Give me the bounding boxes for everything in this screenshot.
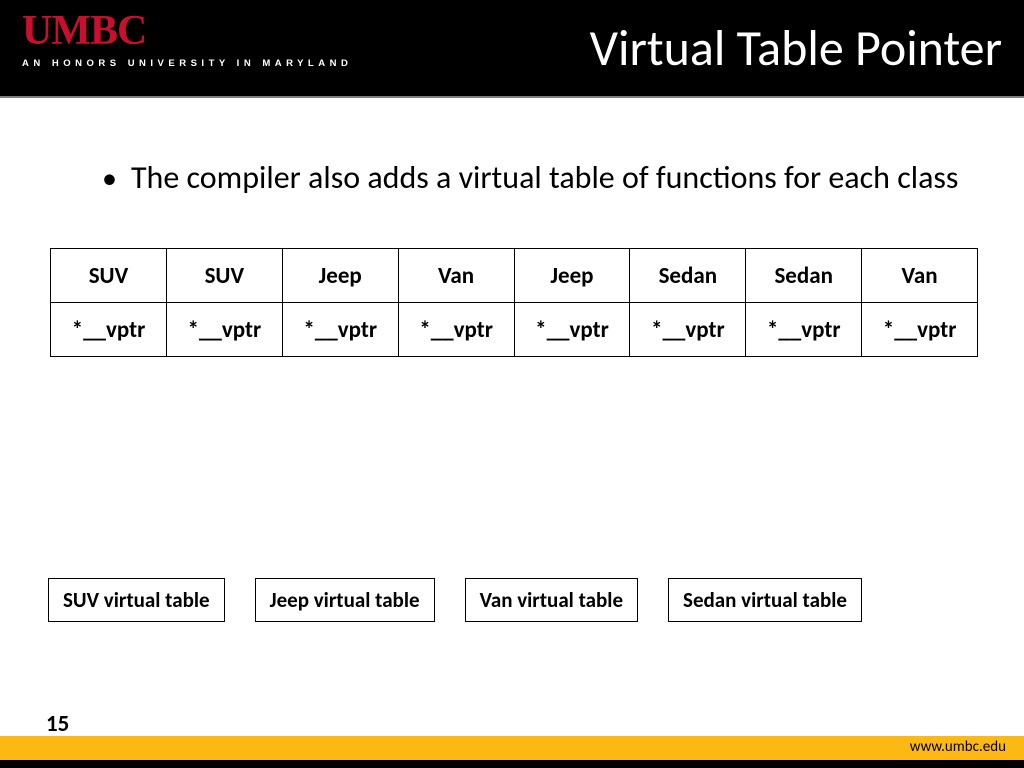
footer-yellow-bar: www.umbc.edu	[0, 736, 1024, 760]
table-cell: Jeep	[282, 249, 398, 303]
table-cell: *__vptr	[51, 303, 167, 357]
table-cell: *__vptr	[282, 303, 398, 357]
objects-table: SUV SUV Jeep Van Jeep Sedan Sedan Van *_…	[50, 248, 978, 357]
virtual-tables-row: SUV virtual table Jeep virtual table Van…	[48, 578, 862, 622]
vtable-box: SUV virtual table	[48, 578, 225, 622]
table-row: *__vptr *__vptr *__vptr *__vptr *__vptr …	[51, 303, 978, 357]
vtable-box: Sedan virtual table	[668, 578, 862, 622]
bullet-marker-icon: •	[102, 160, 117, 197]
table-cell: Sedan	[746, 249, 862, 303]
table-cell: *__vptr	[746, 303, 862, 357]
vtable-box: Jeep virtual table	[255, 578, 435, 622]
footer-black-bar	[0, 760, 1024, 768]
table-cell: *__vptr	[166, 303, 282, 357]
slide-header: UMBC AN HONORS UNIVERSITY IN MARYLAND Vi…	[0, 0, 1024, 98]
table-cell: SUV	[51, 249, 167, 303]
header-divider	[0, 96, 1024, 98]
logo-tagline: AN HONORS UNIVERSITY IN MARYLAND	[22, 58, 352, 69]
footer-url: www.umbc.edu	[910, 738, 1006, 756]
page-number: 15	[46, 710, 69, 738]
table-cell: Van	[862, 249, 978, 303]
slide-title: Virtual Table Pointer	[590, 18, 1002, 79]
slide-footer: 15 www.umbc.edu	[0, 736, 1024, 768]
table-row: SUV SUV Jeep Van Jeep Sedan Sedan Van	[51, 249, 978, 303]
table-cell: Jeep	[514, 249, 630, 303]
table-cell: SUV	[166, 249, 282, 303]
slide-content: • The compiler also adds a virtual table…	[0, 98, 1024, 357]
table-cell: Van	[398, 249, 514, 303]
table-cell: *__vptr	[630, 303, 746, 357]
vtable-box: Van virtual table	[465, 578, 638, 622]
table-cell: Sedan	[630, 249, 746, 303]
logo-main-text: UMBC	[22, 10, 352, 52]
table-cell: *__vptr	[398, 303, 514, 357]
bullet-item: • The compiler also adds a virtual table…	[50, 158, 974, 198]
logo-block: UMBC AN HONORS UNIVERSITY IN MARYLAND	[22, 10, 352, 69]
table-cell: *__vptr	[862, 303, 978, 357]
table-cell: *__vptr	[514, 303, 630, 357]
bullet-text: The compiler also adds a virtual table o…	[131, 158, 958, 198]
